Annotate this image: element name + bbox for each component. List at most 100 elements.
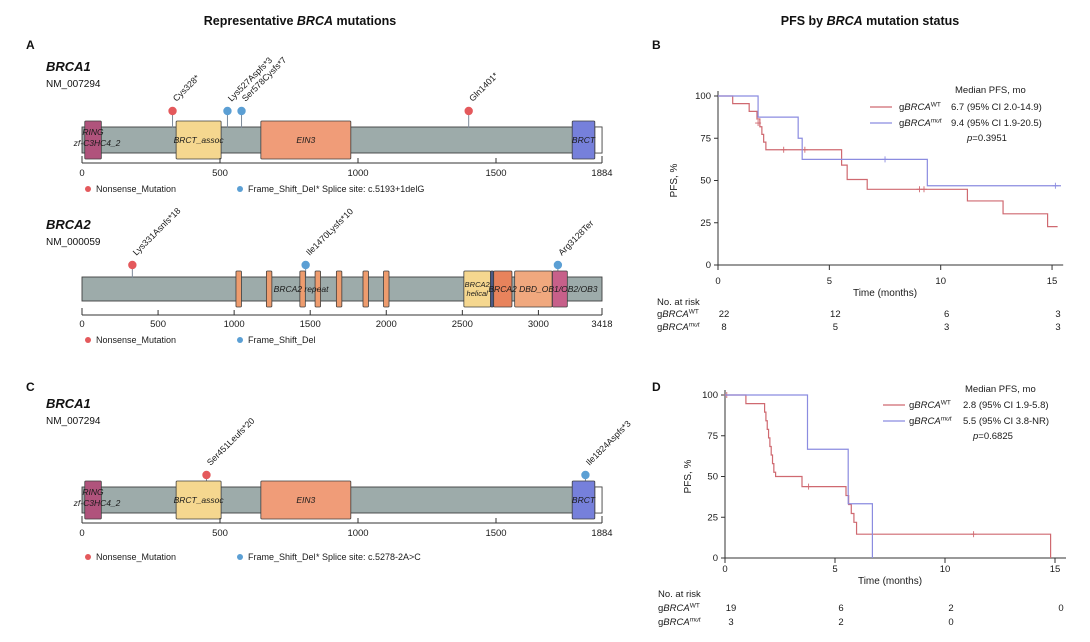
svg-text:0: 0: [713, 553, 718, 564]
svg-text:BRCA2 repeat: BRCA2 repeat: [274, 284, 329, 294]
svg-text:0: 0: [715, 276, 720, 287]
mutation-lollipops: Lys331Asnfs*18 Ile1470Lysfs*10 Arg3128Ter: [128, 208, 596, 270]
svg-text:3: 3: [1055, 309, 1060, 320]
svg-text:12: 12: [830, 309, 841, 320]
svg-text:2: 2: [838, 617, 843, 628]
km-plot-panel-d: 0 25 50 75 100 PFS, % 0 5 10 15 Time (months) Media…: [658, 384, 1066, 628]
svg-text:0: 0: [1058, 603, 1063, 614]
right-title-pre: PFS by: [780, 14, 827, 28]
svg-text:0: 0: [79, 168, 84, 179]
svg-text:Ile1470Lysfs*10: Ile1470Lysfs*10: [304, 208, 355, 257]
svg-text:15: 15: [1050, 564, 1061, 575]
svg-text:10: 10: [935, 276, 946, 287]
svg-text:Time (months): Time (months): [853, 288, 917, 299]
svg-text:0: 0: [948, 617, 953, 628]
svg-text:Median PFS, mo: Median PFS, mo: [965, 384, 1036, 395]
svg-text:gBRCAWT: gBRCAWT: [658, 603, 700, 615]
svg-text:8: 8: [721, 322, 726, 333]
transcript-a-brca1: NM_007294: [46, 79, 101, 90]
left-title-post: mutations: [333, 14, 397, 28]
svg-text:1884: 1884: [591, 528, 612, 539]
right-title: PFS by BRCA mutation status: [655, 14, 1085, 28]
svg-text:6: 6: [944, 309, 949, 320]
svg-text:1000: 1000: [224, 319, 245, 330]
km-curve-mut: [725, 394, 873, 558]
svg-text:9.4 (95% CI 1.9-20.5): 9.4 (95% CI 1.9-20.5): [951, 118, 1042, 129]
km-curve-WT: [718, 95, 1058, 228]
svg-text:6: 6: [838, 603, 843, 614]
svg-text:1500: 1500: [300, 319, 321, 330]
svg-text:BRCA2: BRCA2: [465, 280, 491, 289]
svg-text:1500: 1500: [485, 528, 506, 539]
svg-text:zf-C3HC4_2: zf-C3HC4_2: [73, 138, 121, 148]
svg-text:75: 75: [707, 431, 718, 442]
svg-text:1884: 1884: [591, 168, 612, 179]
svg-text:5: 5: [833, 322, 838, 333]
svg-text:500: 500: [212, 528, 228, 539]
svg-text:* Splice site: c.5278-2A>C: * Splice site: c.5278-2A>C: [316, 552, 421, 562]
svg-text:5: 5: [832, 564, 837, 575]
svg-text:Nonsense_Mutation: Nonsense_Mutation: [96, 335, 176, 345]
mutation-legend: Nonsense_Mutation Frame_Shift_Del: [85, 335, 316, 345]
left-title: Representative BRCA mutations: [20, 14, 580, 28]
axes: 0 25 50 75 100 PFS, % 0 5 10 15 Time (months): [669, 91, 1064, 299]
svg-text:100: 100: [702, 390, 718, 401]
svg-text:500: 500: [212, 168, 228, 179]
svg-text:1500: 1500: [485, 168, 506, 179]
km-plot-panel-b: 0 25 50 75 100 PFS, % 0 5 10 15 Time (months) Media…: [657, 85, 1064, 333]
domains: RING BRCT_assoc EIN3 BRCT zf-C3HC4_2: [73, 480, 596, 520]
svg-text:3: 3: [1055, 322, 1060, 333]
svg-text:25: 25: [700, 218, 711, 229]
position-axis: 0 500 1000 1500 2000 2500 3000 3418: [79, 308, 613, 330]
position-axis: 0 500 1000 1500 1884: [79, 516, 613, 539]
svg-text:0: 0: [722, 564, 727, 575]
km-curve-WT: [725, 394, 1052, 558]
transcript-c-brca1: NM_007294: [46, 416, 101, 427]
svg-text:Frame_Shift_Del: Frame_Shift_Del: [248, 184, 316, 194]
svg-text:3: 3: [728, 617, 733, 628]
svg-text:PFS, %: PFS, %: [669, 163, 680, 197]
svg-text:0: 0: [706, 260, 711, 271]
svg-text:gBRCAmut: gBRCAmut: [909, 416, 953, 428]
svg-text:EIN3: EIN3: [296, 495, 315, 505]
transcript-a-brca2: NM_000059: [46, 237, 101, 248]
svg-text:Frame_Shift_Del: Frame_Shift_Del: [248, 335, 316, 345]
svg-text:Ser451Leufs*20: Ser451Leufs*20: [205, 416, 257, 468]
km-curves: [723, 392, 1052, 558]
svg-text:Nonsense_Mutation: Nonsense_Mutation: [96, 184, 176, 194]
median-legend: Median PFS, mo gBRCAWT 2.8 (95% CI 1.9-5.8…: [883, 384, 1049, 442]
lollipop-plot-brca1-panel-c: RING BRCT_assoc EIN3 BRCT zf-C3HC4_2 Ser451Le…: [73, 416, 633, 562]
svg-text:3: 3: [944, 322, 949, 333]
km-curve-mut: [718, 95, 1061, 187]
svg-text:22: 22: [719, 309, 730, 320]
mutation-legend: Nonsense_Mutation Frame_Shift_Del * Splice…: [85, 184, 424, 194]
gene-name-c-brca1: BRCA1: [46, 396, 91, 411]
domains: RING BRCT_assoc EIN3 BRCT zf-C3HC4_2: [73, 120, 596, 160]
svg-text:helical: helical: [467, 289, 489, 298]
svg-text:RING: RING: [82, 487, 104, 497]
svg-text:Time (months): Time (months): [858, 576, 922, 587]
svg-text:3418: 3418: [591, 319, 612, 330]
svg-text:BRCT: BRCT: [572, 135, 596, 145]
svg-text:gBRCAWT: gBRCAWT: [657, 309, 699, 321]
svg-text:p=0.3951: p=0.3951: [966, 133, 1007, 144]
svg-text:Cys328*: Cys328*: [171, 72, 202, 103]
left-title-gene: BRCA: [296, 14, 333, 28]
mutation-stems: [172, 114, 470, 128]
right-title-gene: BRCA: [826, 14, 863, 28]
lollipop-plot-brca1-panel-a: RING BRCT_assoc EIN3 BRCT zf-C3HC4_2 Cys328* L…: [73, 55, 613, 194]
svg-text:2500: 2500: [452, 319, 473, 330]
svg-text:PFS, %: PFS, %: [683, 459, 694, 493]
svg-text:19: 19: [726, 603, 737, 614]
svg-text:1000: 1000: [347, 528, 368, 539]
svg-text:500: 500: [150, 319, 166, 330]
svg-text:5.5 (95% CI 3.8-NR): 5.5 (95% CI 3.8-NR): [963, 416, 1049, 427]
svg-text:Frame_Shift_Del: Frame_Shift_Del: [248, 552, 316, 562]
svg-text:No. at risk: No. at risk: [657, 297, 700, 308]
svg-text:BRCA2 DBD_OB1/OB2/OB3: BRCA2 DBD_OB1/OB2/OB3: [488, 284, 597, 294]
svg-text:* Splice site: c.5193+1delG: * Splice site: c.5193+1delG: [316, 184, 424, 194]
risk-table: No. at risk gBRCAWT 19 6 2 0 gBRCAmut 3 2 0: [658, 589, 1064, 628]
